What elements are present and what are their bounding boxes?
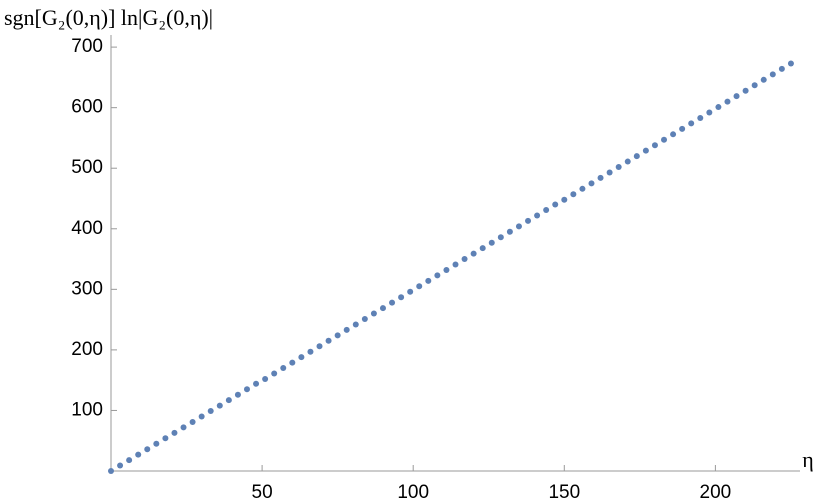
point	[126, 457, 133, 464]
point	[162, 435, 169, 442]
point	[461, 256, 468, 263]
x-tick-label: 50	[252, 482, 273, 502]
point	[280, 365, 287, 372]
point	[506, 228, 513, 235]
point	[389, 299, 396, 306]
x-axis-label: η	[802, 447, 814, 472]
point	[398, 294, 405, 301]
point	[515, 223, 522, 230]
y-tick-label: 500	[71, 157, 103, 178]
point	[670, 131, 677, 138]
point	[153, 440, 160, 447]
point	[488, 239, 495, 246]
point	[561, 196, 568, 203]
point	[198, 413, 205, 420]
y-tick-label: 200	[71, 339, 103, 360]
point	[525, 217, 532, 224]
point	[588, 180, 595, 187]
x-tick-label: 150	[548, 482, 580, 502]
point	[724, 98, 731, 105]
y-axis-label: sgn[G₂(0,η)] ln|G₂(0,η)|	[4, 5, 213, 30]
point	[787, 60, 794, 67]
point	[715, 104, 722, 111]
point	[271, 370, 278, 377]
point	[370, 310, 377, 317]
point	[171, 429, 178, 436]
point	[742, 87, 749, 94]
y-tick-label: 600	[71, 97, 103, 118]
y-tick-label: 700	[71, 36, 103, 57]
point	[452, 261, 459, 268]
point	[615, 164, 622, 171]
point	[234, 391, 241, 398]
point	[479, 245, 486, 252]
point	[108, 468, 114, 474]
point	[379, 305, 386, 312]
point	[325, 337, 332, 344]
point	[425, 277, 432, 284]
point	[298, 354, 305, 361]
point	[570, 191, 577, 198]
point	[552, 201, 559, 208]
point	[180, 424, 187, 431]
point	[679, 125, 686, 132]
point	[434, 272, 441, 279]
point	[778, 65, 785, 72]
point	[606, 169, 613, 176]
point	[144, 446, 151, 453]
point	[407, 288, 414, 295]
point	[243, 386, 250, 393]
point	[189, 418, 196, 425]
point	[706, 109, 713, 116]
point	[769, 71, 776, 78]
point	[343, 326, 350, 333]
point	[470, 250, 477, 257]
point	[597, 174, 604, 181]
point	[253, 380, 260, 387]
point	[661, 136, 668, 143]
point	[633, 153, 640, 160]
point	[443, 266, 450, 273]
point	[361, 316, 368, 323]
y-tick-label: 100	[71, 399, 103, 420]
point	[642, 147, 649, 154]
point	[352, 321, 359, 328]
point	[651, 142, 658, 149]
point	[543, 207, 550, 214]
x-tick-label: 200	[700, 482, 732, 502]
point	[416, 283, 423, 290]
y-tick-label: 300	[71, 278, 103, 299]
point	[262, 375, 269, 382]
point	[497, 234, 504, 241]
point	[579, 185, 586, 192]
point	[225, 397, 232, 404]
point	[117, 462, 124, 469]
y-tick-label: 400	[71, 218, 103, 239]
point	[207, 408, 214, 415]
point	[697, 114, 704, 121]
point	[760, 76, 767, 83]
point	[688, 120, 695, 127]
point	[733, 93, 740, 100]
point	[316, 343, 323, 350]
point	[135, 451, 142, 458]
x-tick-label: 100	[397, 482, 429, 502]
point	[307, 348, 314, 355]
point	[624, 158, 631, 165]
point	[534, 212, 541, 219]
point	[289, 359, 296, 366]
point	[334, 332, 341, 339]
point	[751, 82, 758, 89]
point	[216, 402, 223, 409]
